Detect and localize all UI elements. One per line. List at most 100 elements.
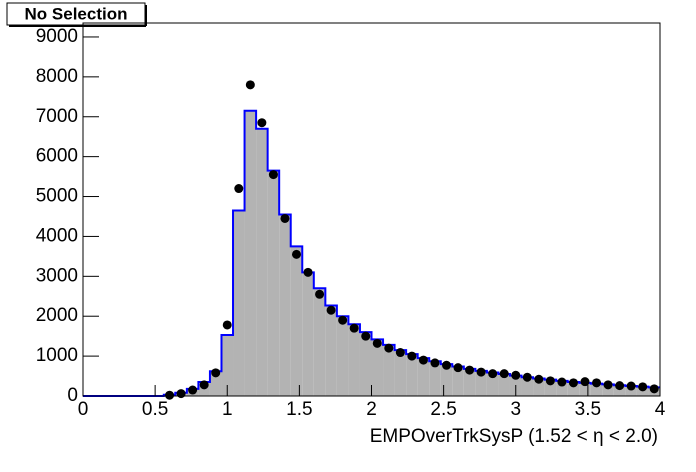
histogram-bar xyxy=(463,368,476,396)
data-point xyxy=(442,360,452,370)
histogram-bar xyxy=(221,334,234,396)
data-point xyxy=(638,382,648,392)
histogram-bar xyxy=(394,350,407,396)
data-point xyxy=(349,323,359,333)
histogram-bar xyxy=(256,128,268,396)
x-axis-label: EMPOverTrkSysP (1.52 < η < 2.0) xyxy=(370,426,658,447)
data-point xyxy=(649,384,659,394)
data-point xyxy=(361,331,371,341)
histogram-bar xyxy=(556,380,568,396)
histogram-bar xyxy=(348,324,360,396)
data-point xyxy=(568,378,578,388)
data-point xyxy=(280,213,290,223)
y-tick-label: 8000 xyxy=(36,66,78,87)
y-tick-label: 5000 xyxy=(36,186,78,207)
histogram-bar xyxy=(336,316,349,396)
histogram-bar xyxy=(486,372,499,396)
x-tick-label: 1.5 xyxy=(286,399,312,420)
x-tick-label: 2.5 xyxy=(430,399,456,420)
data-point xyxy=(592,378,602,388)
data-point xyxy=(372,338,382,348)
histogram-bar xyxy=(602,384,614,396)
histogram-bar xyxy=(475,370,487,396)
y-tick-label: 7000 xyxy=(36,106,78,127)
histogram-bar xyxy=(625,386,637,396)
data-point xyxy=(488,369,498,379)
y-tick-label: 9000 xyxy=(36,26,78,47)
data-point xyxy=(395,348,405,358)
x-tick-label: 0.5 xyxy=(142,399,168,420)
histogram-bar xyxy=(590,383,603,396)
data-point xyxy=(222,320,232,330)
data-point xyxy=(303,267,313,277)
y-tick-label: 1000 xyxy=(36,345,78,366)
chart-title: No Selection xyxy=(25,4,128,23)
histogram-bar xyxy=(533,378,545,396)
data-point xyxy=(626,381,636,391)
data-point xyxy=(338,315,348,325)
data-point xyxy=(418,355,428,365)
data-point xyxy=(407,351,417,361)
data-point xyxy=(430,358,440,368)
y-tick-label: 2000 xyxy=(36,305,78,326)
histogram-bar xyxy=(440,364,453,396)
data-point xyxy=(176,389,186,399)
histogram-bar xyxy=(383,344,395,396)
y-tick-label: 6000 xyxy=(36,146,78,167)
x-tick-label: 0 xyxy=(78,399,89,420)
histogram-bar xyxy=(544,379,557,396)
histogram-bar xyxy=(302,272,314,396)
data-point xyxy=(603,380,613,390)
data-point xyxy=(580,377,590,387)
data-point xyxy=(257,118,267,128)
data-point xyxy=(465,365,475,375)
histogram-bar xyxy=(613,385,626,396)
histogram-bar xyxy=(233,210,245,396)
data-point xyxy=(165,390,175,400)
x-tick-label: 3.5 xyxy=(575,399,601,420)
histogram-bar xyxy=(498,374,510,396)
histogram-bar xyxy=(267,170,280,396)
histogram-bar xyxy=(579,382,591,396)
histogram-bar xyxy=(406,354,418,396)
data-point xyxy=(234,184,244,194)
histogram-bar xyxy=(325,305,337,396)
histogram-bar xyxy=(359,332,372,396)
histogram-bar xyxy=(244,110,257,396)
histogram-bar xyxy=(313,288,326,396)
histogram-bar xyxy=(371,339,384,396)
data-point xyxy=(326,305,336,315)
y-tick-label: 0 xyxy=(67,385,78,406)
data-point xyxy=(545,376,555,386)
data-point xyxy=(291,249,301,259)
histogram-bar xyxy=(209,371,222,396)
data-point xyxy=(384,343,394,353)
data-point xyxy=(315,289,325,299)
x-tick-label: 4 xyxy=(655,399,666,420)
histogram-bar xyxy=(567,382,580,396)
x-tick-label: 3 xyxy=(510,399,521,420)
data-point xyxy=(499,369,509,379)
data-point xyxy=(476,367,486,377)
data-point xyxy=(615,381,625,391)
data-point xyxy=(199,380,209,390)
histogram-bar xyxy=(452,366,464,396)
data-point xyxy=(522,372,532,382)
histogram-bar xyxy=(521,377,534,396)
data-point xyxy=(211,368,221,378)
y-tick-label: 3000 xyxy=(36,265,78,286)
data-point xyxy=(511,370,521,380)
y-tick-label: 4000 xyxy=(36,225,78,246)
histogram-bar xyxy=(417,358,430,396)
x-tick-label: 1 xyxy=(222,399,233,420)
x-tick-label: 2 xyxy=(366,399,377,420)
data-point xyxy=(188,385,198,395)
data-point xyxy=(453,363,463,373)
data-point xyxy=(557,377,567,387)
data-point xyxy=(268,170,278,180)
data-point xyxy=(245,80,255,90)
histogram-bar xyxy=(279,214,291,396)
histogram-bar xyxy=(429,361,441,396)
data-point xyxy=(534,374,544,384)
